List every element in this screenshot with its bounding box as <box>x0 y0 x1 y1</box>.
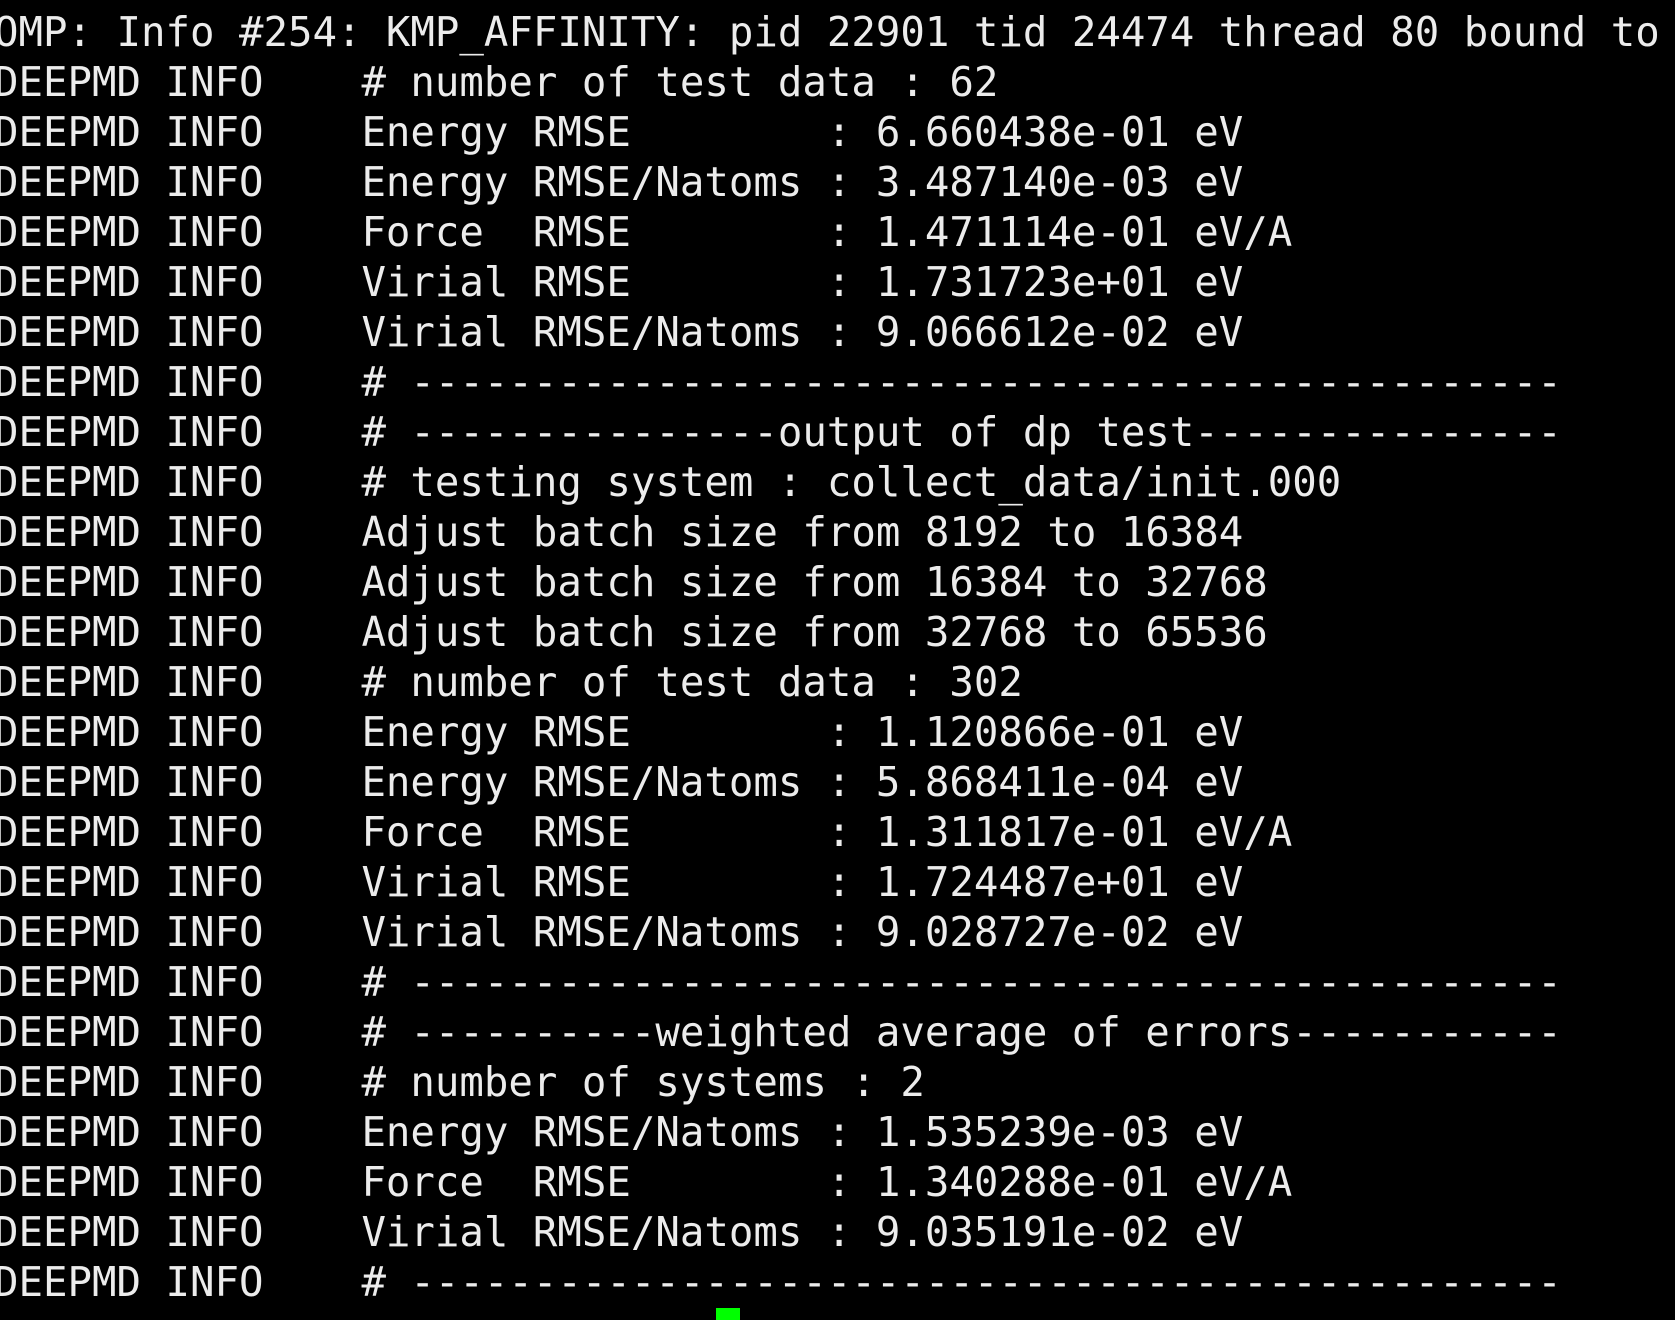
terminal-line: DEEPMD INFO Adjust batch size from 16384… <box>0 558 1268 606</box>
terminal-line: DEEPMD INFO Adjust batch size from 8192 … <box>0 508 1244 556</box>
terminal-line: DEEPMD INFO Adjust batch size from 32768… <box>0 608 1268 656</box>
terminal-line: DEEPMD INFO Virial RMSE/Natoms : 9.02872… <box>0 908 1244 956</box>
terminal-line: DEEPMD INFO Virial RMSE/Natoms : 9.03519… <box>0 1208 1244 1256</box>
terminal-line: DEEPMD INFO Energy RMSE/Natoms : 5.86841… <box>0 758 1244 806</box>
terminal-line: DEEPMD INFO Force RMSE : 1.340288e-01 eV… <box>0 1158 1293 1206</box>
terminal-cursor <box>716 1308 740 1320</box>
terminal-output[interactable]: OMP: Info #254: KMP_AFFINITY: pid 22901 … <box>0 7 1660 1307</box>
terminal-line: DEEPMD INFO Virial RMSE : 1.731723e+01 e… <box>0 258 1244 306</box>
terminal-line: DEEPMD INFO Force RMSE : 1.471114e-01 eV… <box>0 208 1293 256</box>
terminal-line: DEEPMD INFO Energy RMSE : 6.660438e-01 e… <box>0 108 1244 156</box>
terminal-line: DEEPMD INFO Energy RMSE/Natoms : 3.48714… <box>0 158 1244 206</box>
terminal-line: DEEPMD INFO # ----------weighted average… <box>0 1008 1562 1056</box>
terminal-line: DEEPMD INFO # number of test data : 302 <box>0 658 1023 706</box>
terminal-line: DEEPMD INFO # testing system : collect_d… <box>0 458 1342 506</box>
terminal-line: DEEPMD INFO # --------------------------… <box>0 1258 1562 1306</box>
terminal-line: DEEPMD INFO # --------------------------… <box>0 358 1562 406</box>
terminal-line: DEEPMD INFO Virial RMSE/Natoms : 9.06661… <box>0 308 1244 356</box>
terminal-line: DEEPMD INFO Force RMSE : 1.311817e-01 eV… <box>0 808 1293 856</box>
terminal-line: DEEPMD INFO Energy RMSE : 1.120866e-01 e… <box>0 708 1244 756</box>
terminal-line: DEEPMD INFO # number of test data : 62 <box>0 58 999 106</box>
terminal-line: DEEPMD INFO Energy RMSE/Natoms : 1.53523… <box>0 1108 1244 1156</box>
terminal-line: DEEPMD INFO Virial RMSE : 1.724487e+01 e… <box>0 858 1244 906</box>
terminal-line: DEEPMD INFO # --------------------------… <box>0 958 1562 1006</box>
terminal-line: OMP: Info #254: KMP_AFFINITY: pid 22901 … <box>0 8 1660 56</box>
terminal-line: DEEPMD INFO # number of systems : 2 <box>0 1058 925 1106</box>
terminal-line: DEEPMD INFO # ---------------output of d… <box>0 408 1562 456</box>
